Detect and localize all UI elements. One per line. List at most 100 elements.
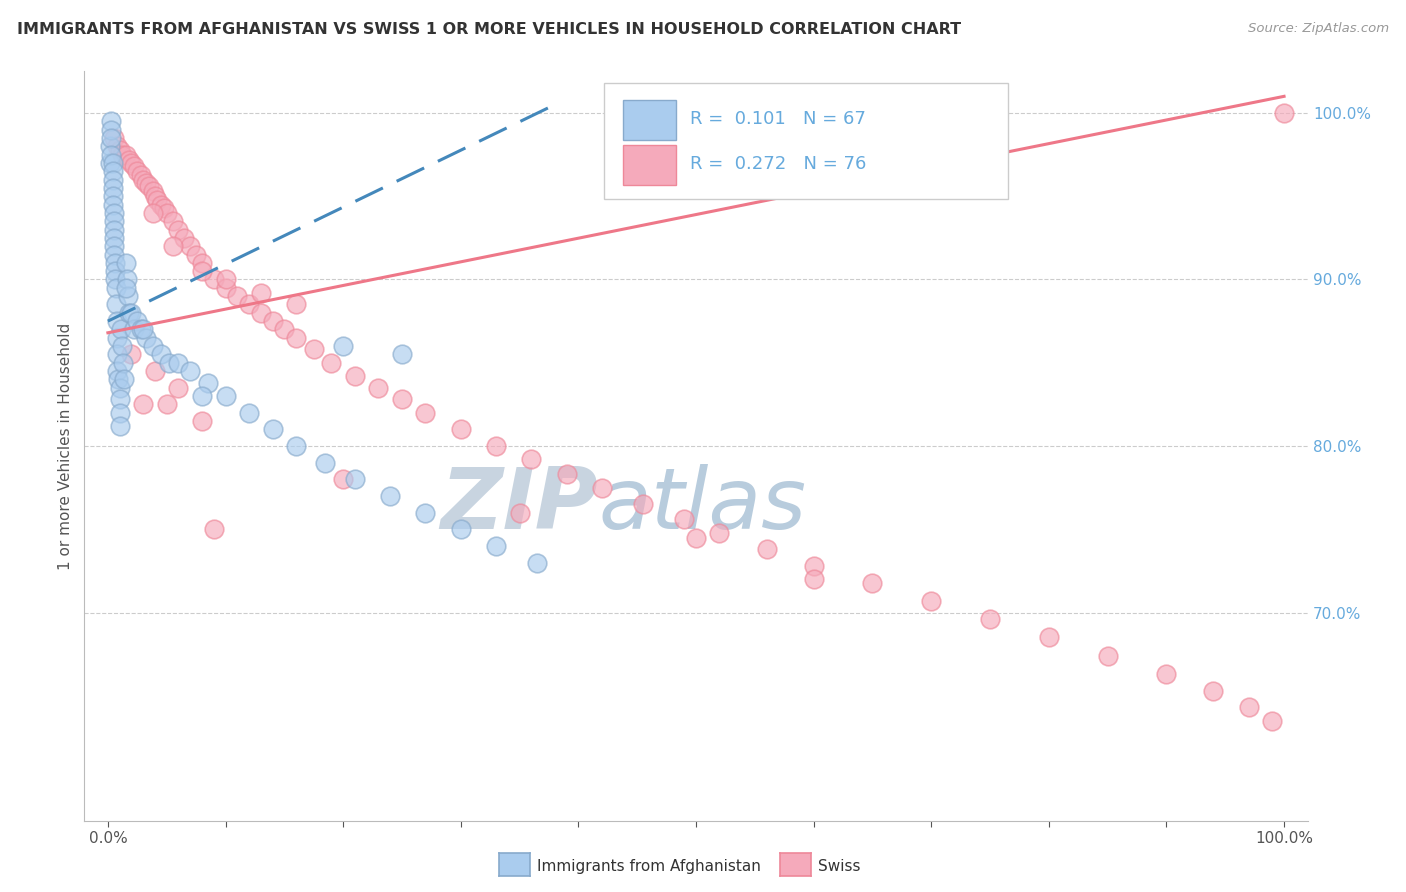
Point xyxy=(302,343,325,357)
Point xyxy=(100,122,122,136)
Point xyxy=(1097,648,1119,663)
Point xyxy=(450,522,472,536)
Point xyxy=(191,264,214,278)
Point xyxy=(685,531,707,545)
Point xyxy=(191,389,214,403)
FancyBboxPatch shape xyxy=(605,83,1008,199)
Point xyxy=(142,184,165,198)
Point xyxy=(115,272,138,286)
Point xyxy=(184,247,207,261)
Point xyxy=(238,406,260,420)
Point xyxy=(122,159,145,173)
Point xyxy=(105,297,128,311)
Point xyxy=(157,356,180,370)
Point xyxy=(105,331,128,345)
Point xyxy=(111,147,134,161)
Point xyxy=(631,497,654,511)
Point xyxy=(101,181,124,195)
Point xyxy=(103,131,125,145)
Text: Immigrants from Afghanistan: Immigrants from Afghanistan xyxy=(537,859,761,873)
Point xyxy=(415,406,437,420)
Point xyxy=(197,376,219,390)
Point xyxy=(1261,714,1284,728)
Point xyxy=(108,406,131,420)
Point xyxy=(285,331,308,345)
Point xyxy=(343,472,366,486)
Point xyxy=(135,331,157,345)
Point xyxy=(138,179,160,194)
Point xyxy=(391,347,413,361)
Point xyxy=(129,322,152,336)
Point xyxy=(132,322,155,336)
Point xyxy=(285,439,308,453)
Point xyxy=(135,176,157,190)
Point xyxy=(526,556,548,570)
Point xyxy=(114,147,136,161)
Point xyxy=(285,297,308,311)
Point xyxy=(485,539,508,553)
Point xyxy=(249,306,271,320)
Point xyxy=(117,289,139,303)
Point xyxy=(979,612,1001,626)
Point xyxy=(108,143,131,157)
Point xyxy=(104,272,127,286)
Point xyxy=(98,139,121,153)
Point xyxy=(101,156,124,170)
Point xyxy=(191,256,214,270)
Point xyxy=(143,364,166,378)
Point xyxy=(104,264,127,278)
Point xyxy=(122,322,145,336)
Point xyxy=(1237,700,1260,714)
Point xyxy=(191,414,214,428)
Point xyxy=(103,231,125,245)
Point xyxy=(391,392,413,407)
Point xyxy=(110,322,132,336)
Text: R =  0.101   N = 67: R = 0.101 N = 67 xyxy=(690,110,866,128)
Point xyxy=(803,572,825,586)
Point xyxy=(143,189,166,203)
Point xyxy=(105,139,128,153)
Point xyxy=(509,506,531,520)
Point xyxy=(118,306,141,320)
Point xyxy=(108,419,131,434)
Point xyxy=(450,422,472,436)
Point xyxy=(103,247,125,261)
Point xyxy=(920,594,942,608)
Point xyxy=(114,281,136,295)
Point xyxy=(162,239,184,253)
Point xyxy=(555,467,578,482)
Point xyxy=(120,306,142,320)
Point xyxy=(98,156,121,170)
Point xyxy=(103,239,125,253)
Point xyxy=(1272,106,1295,120)
Point xyxy=(112,372,135,386)
Text: Source: ZipAtlas.com: Source: ZipAtlas.com xyxy=(1249,22,1389,36)
Point xyxy=(332,472,354,486)
Text: atlas: atlas xyxy=(598,465,806,548)
FancyBboxPatch shape xyxy=(623,100,676,140)
Point xyxy=(107,372,129,386)
Point xyxy=(314,456,336,470)
Point xyxy=(485,439,508,453)
Point xyxy=(149,197,172,211)
Point xyxy=(214,281,236,295)
Point xyxy=(214,389,236,403)
Point xyxy=(108,381,131,395)
Point xyxy=(111,339,134,353)
Point xyxy=(179,239,201,253)
Point xyxy=(127,164,149,178)
Point xyxy=(103,214,125,228)
Point xyxy=(100,114,122,128)
Point xyxy=(132,397,155,411)
Y-axis label: 1 or more Vehicles in Household: 1 or more Vehicles in Household xyxy=(58,322,73,570)
Point xyxy=(262,422,284,436)
Point xyxy=(103,222,125,236)
Point xyxy=(105,314,128,328)
Point xyxy=(101,189,124,203)
Point xyxy=(249,285,271,300)
Point xyxy=(755,542,778,557)
Point xyxy=(108,392,131,407)
Point xyxy=(803,558,825,573)
Point xyxy=(105,281,128,295)
Text: ZIP: ZIP xyxy=(440,465,598,548)
